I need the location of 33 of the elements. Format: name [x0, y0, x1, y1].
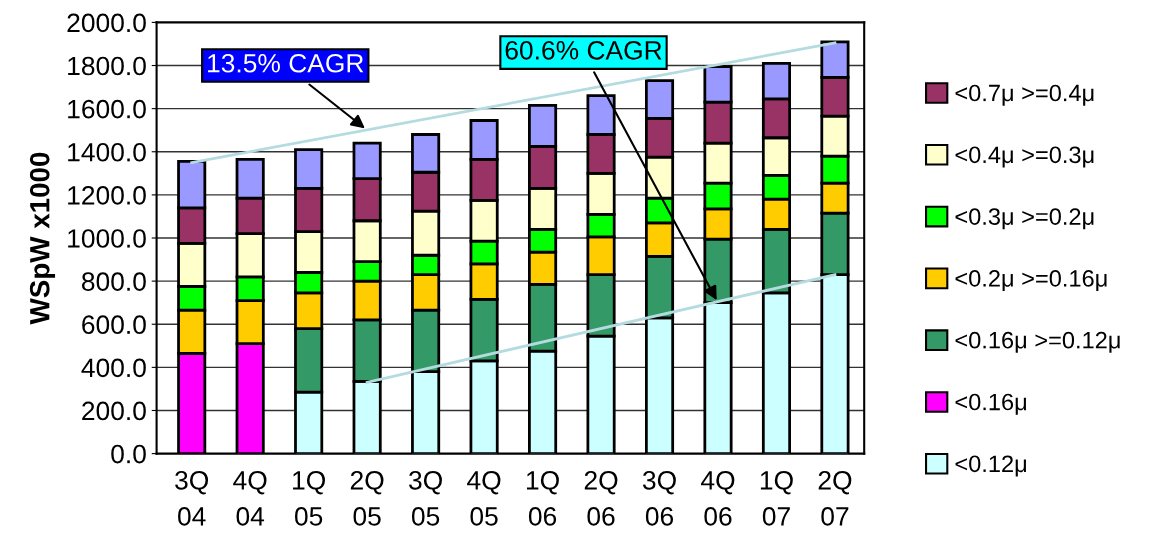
x-tick-label: 4Q 04 [233, 470, 267, 526]
y-tick-label: 1200.0 [68, 186, 146, 205]
x-tick-label: 1Q 05 [293, 470, 325, 526]
y-tick-label: 600.0 [82, 315, 146, 335]
y-tick-label: 1000.0 [68, 229, 146, 248]
y-tick-label: 1600.0 [68, 99, 146, 119]
x-tick-label: 4Q 06 [701, 470, 735, 526]
x-tick-label: 1Q 07 [760, 470, 793, 526]
legend-label: <0.4μ >=0.3μ [955, 146, 1094, 168]
legend-label: <0.2μ >=0.16μ [955, 270, 1107, 292]
x-tick-label: 3Q 04 [175, 470, 209, 526]
x-tick-label: 3Q 05 [409, 470, 442, 526]
legend-label: <0.16μ >=0.12μ [955, 331, 1120, 353]
x-tick-label: 3Q 06 [642, 470, 676, 526]
y-tick-label: 800.0 [81, 272, 146, 291]
y-tick-label: 1800.0 [68, 56, 146, 76]
annotation: 13.5% CAGR [208, 53, 364, 73]
legend-label: <0.12μ [955, 455, 1026, 477]
x-tick-label: 2Q 07 [818, 470, 852, 526]
y-tick-label: 200.0 [82, 401, 146, 421]
legend-label: <0.16μ [955, 393, 1026, 415]
annotation: 60.6% CAGR [505, 40, 662, 60]
legend-label: <0.3μ >=0.2μ [955, 208, 1094, 230]
y-tick-label: 2000.0 [67, 13, 146, 33]
y-axis-title: WSpW x1000 [29, 152, 56, 325]
y-tick-label: 1400.0 [68, 142, 146, 162]
legend-label: <0.7μ >=0.4μ [955, 84, 1094, 106]
x-tick-label: 2Q 06 [584, 470, 618, 526]
y-tick-label: 400.0 [81, 358, 146, 378]
x-tick-label: 2Q 05 [350, 470, 384, 526]
x-tick-label: 1Q 06 [526, 470, 559, 526]
x-tick-label: 4Q 05 [467, 470, 501, 526]
y-tick-label: 0.0 [111, 444, 146, 464]
